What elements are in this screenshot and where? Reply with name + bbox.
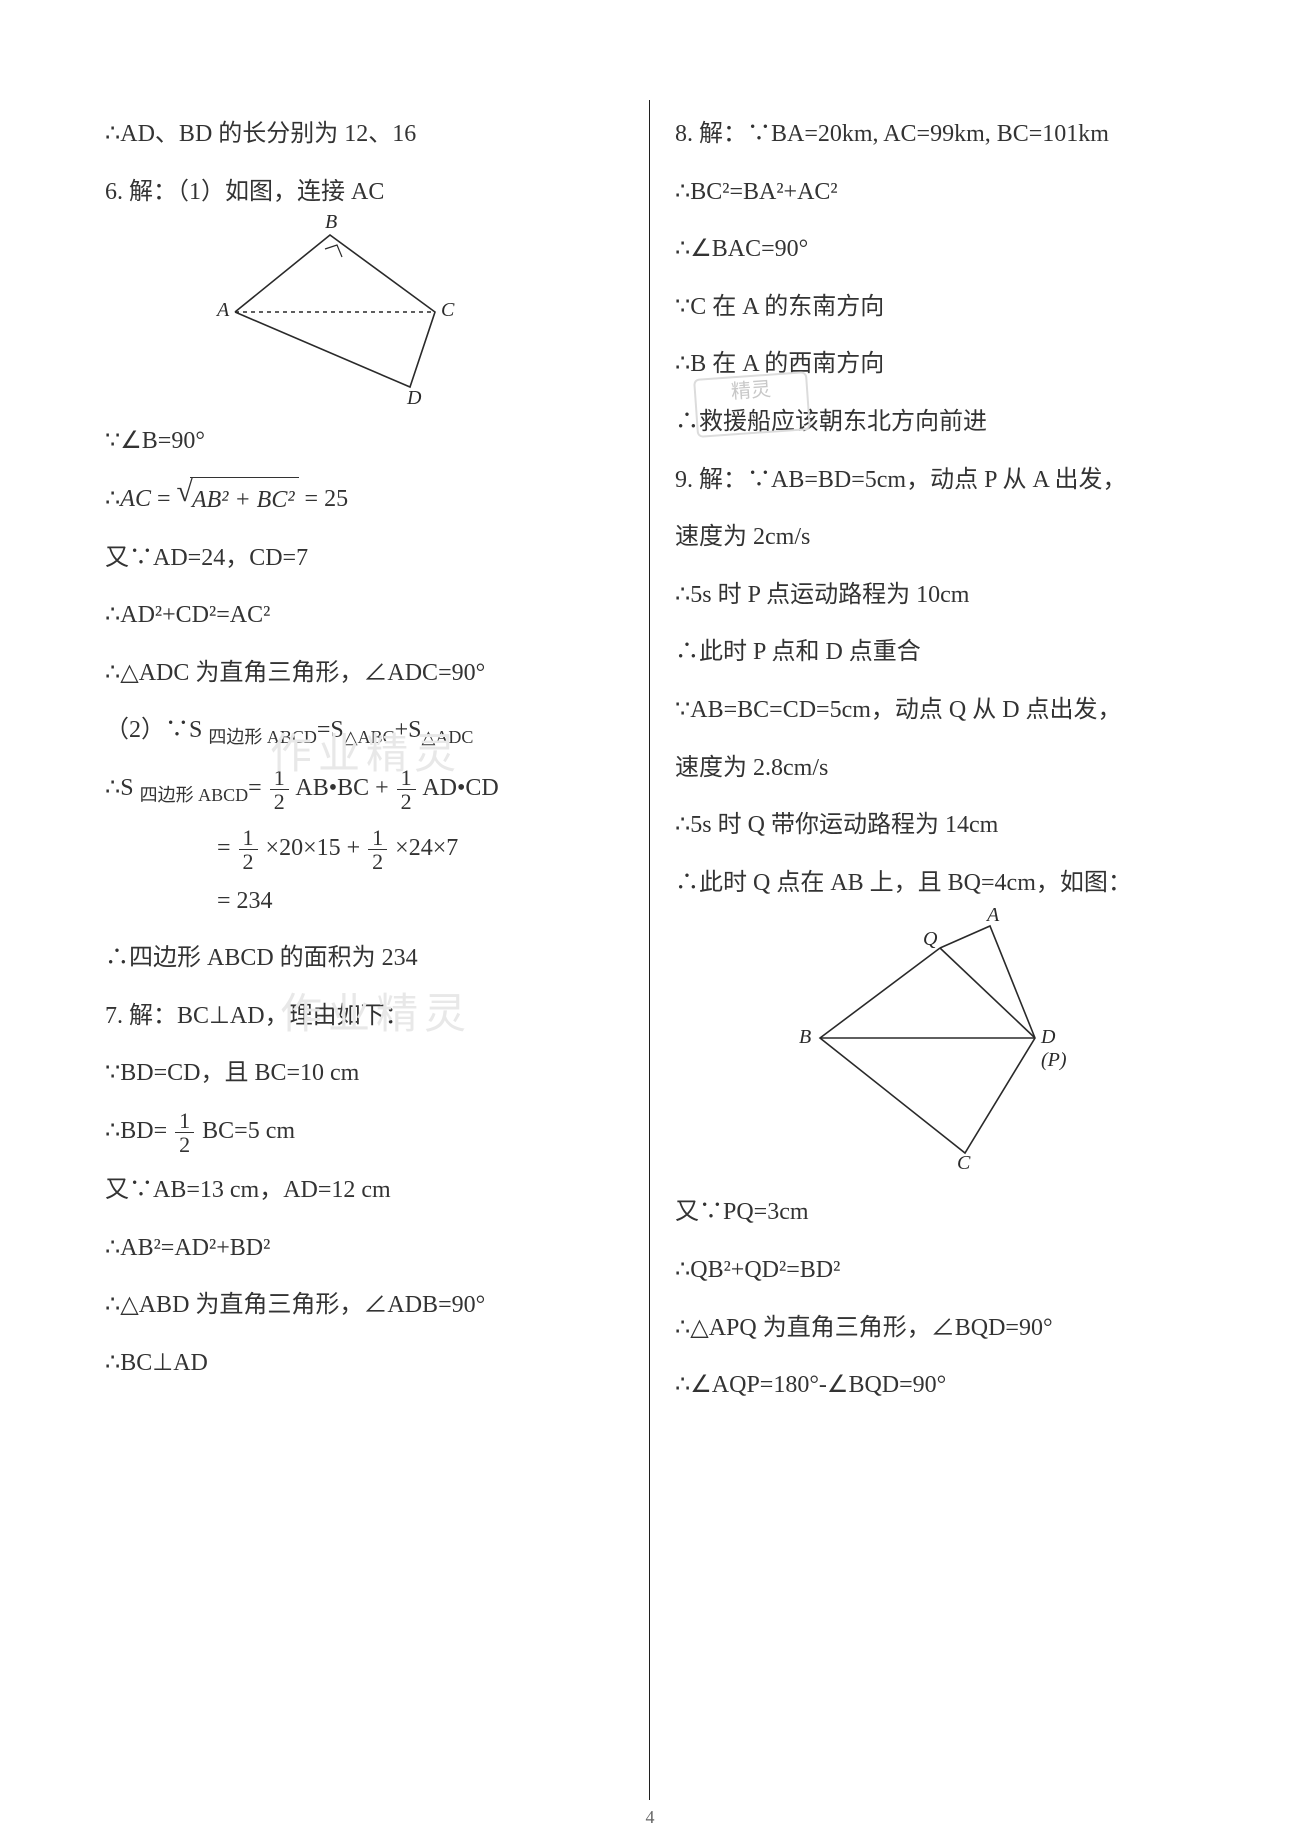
- text-line: ∴AD²+CD²=AC²: [105, 593, 624, 639]
- numerator: 1: [239, 826, 258, 850]
- text-line: 又∵AD=24，CD=7: [105, 536, 624, 582]
- vertex-label-b: B: [325, 211, 337, 234]
- text-line: ∵C 在 A 的东南方向: [675, 285, 1195, 331]
- numerator: 1: [175, 1109, 194, 1133]
- left-column: ∴AD、BD 的长分别为 12、16 6. 解：（1）如图，连接 AC A B …: [80, 100, 650, 1800]
- prefix-therefore: ∴: [105, 486, 120, 512]
- text-line: ∴QB²+QD²=BD²: [675, 1248, 1195, 1294]
- text-line: ∴BC⊥AD: [105, 1341, 624, 1387]
- text-line: 又∵PQ=3cm: [675, 1190, 1195, 1236]
- seg: =S: [317, 717, 344, 743]
- seg: ×20×15 +: [260, 835, 367, 861]
- right-column: 8. 解：∵BA=20km, AC=99km, BC=101km ∴BC²=BA…: [650, 100, 1220, 1800]
- seg: +S: [395, 717, 422, 743]
- text-line: 7. 解：BC⊥AD，理由如下：: [105, 994, 624, 1040]
- equals: =: [151, 486, 177, 512]
- text-line: 又∵AB=13 cm，AD=12 cm: [105, 1168, 624, 1214]
- text-line: ∴∠AQP=180°-∠BQD=90°: [675, 1363, 1195, 1409]
- subscript: △ADC: [422, 727, 474, 747]
- vertex-label-d: D (P): [1041, 1026, 1075, 1072]
- text-line: ∴此时 Q 点在 AB 上，且 BQ=4cm，如图：: [675, 861, 1195, 907]
- seg: =: [248, 775, 268, 801]
- seg: AB•BC +: [291, 775, 395, 801]
- text-line: ∴AD、BD 的长分别为 12、16: [105, 112, 624, 158]
- seg: BC=5 cm: [196, 1118, 295, 1144]
- subscript: △ABC: [344, 727, 395, 747]
- seg: =: [217, 835, 237, 861]
- figure-quadrilateral-abcd: A B C D: [225, 227, 485, 407]
- text-line: ∴AB²=AD²+BD²: [105, 1226, 624, 1272]
- text-line: 6. 解：（1）如图，连接 AC: [105, 170, 624, 216]
- vertex-label-c: C: [957, 1152, 970, 1175]
- denominator: 2: [175, 1133, 194, 1156]
- seg: ×24×7: [389, 835, 458, 861]
- text-line: ∴5s 时 P 点运动路程为 10cm: [675, 573, 1195, 619]
- vertex-label-q: Q: [923, 928, 937, 951]
- text-line: ∵BD=CD，且 BC=10 cm: [105, 1051, 624, 1097]
- seg: ∴BD=: [105, 1118, 173, 1144]
- stamp-icon: 精灵: [693, 371, 811, 438]
- fraction: 12: [368, 826, 387, 873]
- math-line: ∴AC = √AB² + BC² = 25: [105, 477, 624, 524]
- numerator: 1: [368, 826, 387, 850]
- math-line: ∴S 四边形 ABCD= 12 AB•BC + 12 AD•CD: [105, 766, 624, 813]
- vertex-label-d: D: [407, 387, 421, 410]
- math-line: = 12 ×20×15 + 12 ×24×7: [105, 826, 624, 873]
- var-ac: AC: [120, 486, 151, 512]
- sqrt-arg: AB² + BC²: [190, 477, 299, 524]
- page-number: 4: [0, 1807, 1300, 1828]
- text-line: ∴△ADC 为直角三角形，∠ADC=90°: [105, 651, 624, 697]
- denominator: 2: [270, 790, 289, 813]
- seg: ∴S: [105, 775, 140, 801]
- text-line: 8. 解：∵BA=20km, AC=99km, BC=101km: [675, 112, 1195, 158]
- denominator: 2: [397, 790, 416, 813]
- vertex-label-c: C: [441, 299, 454, 322]
- text-line: ∴四边形 ABCD 的面积为 234: [105, 936, 624, 982]
- text-line: 速度为 2.8cm/s: [675, 746, 1195, 792]
- vertex-label-a: A: [987, 904, 999, 927]
- text-line: ∴△APQ 为直角三角形，∠BQD=90°: [675, 1306, 1195, 1352]
- text-line: 速度为 2cm/s: [675, 515, 1195, 561]
- text-line: ∵∠B=90°: [105, 419, 624, 465]
- vertex-label-b: B: [799, 1026, 811, 1049]
- fraction: 12: [397, 766, 416, 813]
- subscript: 四边形 ABCD: [140, 785, 249, 805]
- geometry-svg: [795, 918, 1075, 1168]
- sqrt-icon: √AB² + BC²: [177, 477, 299, 524]
- page: 作业精灵 作业精灵 精灵 ∴AD、BD 的长分别为 12、16 6. 解：（1）…: [0, 0, 1300, 1840]
- text-line: = 234: [105, 879, 624, 925]
- numerator: 1: [397, 766, 416, 790]
- subscript: 四边形 ABCD: [208, 727, 317, 747]
- denominator: 2: [239, 850, 258, 873]
- text-line: ∴BC²=BA²+AC²: [675, 170, 1195, 216]
- text-line: ∴△ABD 为直角三角形，∠ADB=90°: [105, 1283, 624, 1329]
- fraction: 12: [175, 1109, 194, 1156]
- math-line: ∴BD= 12 BC=5 cm: [105, 1109, 624, 1156]
- figure-rhombus-bqdc: A Q B D (P) C: [795, 918, 1075, 1178]
- seg: （2）∵S: [105, 717, 208, 743]
- text-line: ∵AB=BC=CD=5cm，动点 Q 从 D 点出发，: [675, 688, 1195, 734]
- rhs: = 25: [299, 486, 349, 512]
- vertex-label-a: A: [217, 299, 229, 322]
- text-line: ∴5s 时 Q 带你运动路程为 14cm: [675, 803, 1195, 849]
- numerator: 1: [270, 766, 289, 790]
- fraction: 12: [270, 766, 289, 813]
- fraction: 12: [239, 826, 258, 873]
- seg: AD•CD: [418, 775, 499, 801]
- text-line: （2）∵S 四边形 ABCD=S△ABC+S△ADC: [105, 708, 624, 754]
- denominator: 2: [368, 850, 387, 873]
- text-line: ∴此时 P 点和 D 点重合: [675, 630, 1195, 676]
- text-line: ∴∠BAC=90°: [675, 227, 1195, 273]
- text-line: 9. 解：∵AB=BD=5cm，动点 P 从 A 出发，: [675, 458, 1195, 504]
